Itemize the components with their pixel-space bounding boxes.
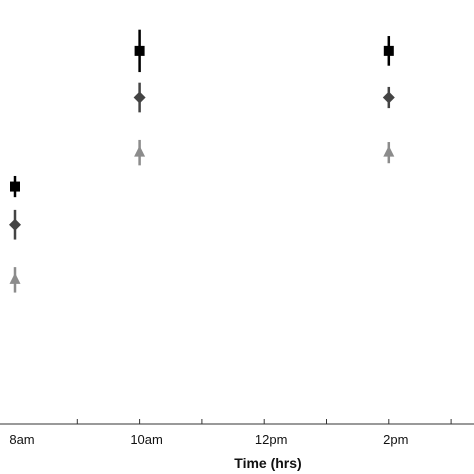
x-tick-label: 12pm [255, 432, 288, 447]
x-tick-label: 2pm [383, 432, 408, 447]
x-tick-label: 8am [9, 432, 34, 447]
triangle-marker [9, 272, 21, 284]
x-axis: 8am 10am 12pm 2pm [0, 419, 474, 447]
data-point [134, 139, 146, 166]
diamond-marker [382, 91, 395, 104]
square-marker [383, 45, 394, 56]
triangle-marker [134, 145, 146, 157]
data-point [133, 82, 146, 113]
data-point [10, 175, 20, 198]
square-marker [10, 181, 20, 192]
plot-area [9, 29, 395, 293]
data-point [383, 142, 395, 164]
x-tick-label: 10am [130, 432, 163, 447]
diamond-marker [9, 218, 21, 231]
x-axis-title: Time (hrs) [234, 455, 301, 471]
data-point [382, 86, 395, 109]
square-marker [134, 45, 145, 56]
triangle-marker [383, 145, 395, 157]
data-point [9, 209, 21, 240]
diamond-marker [133, 91, 146, 104]
data-point [383, 36, 394, 66]
data-point [9, 267, 21, 293]
data-point [134, 29, 145, 73]
